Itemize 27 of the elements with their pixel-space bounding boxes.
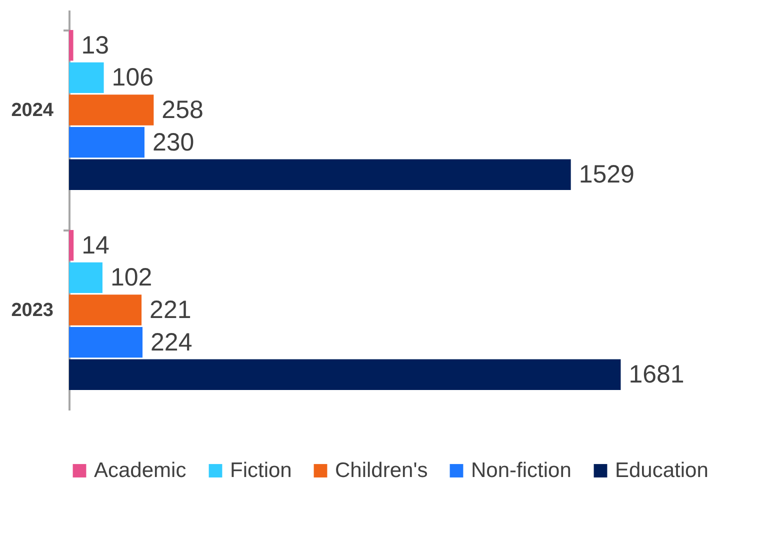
bar	[69, 62, 104, 94]
data-label: 230	[152, 128, 194, 156]
legend-label: Children's	[335, 458, 428, 482]
data-label: 224	[150, 328, 192, 356]
bar	[69, 230, 74, 261]
legend-label: Fiction	[230, 458, 292, 482]
legend-label: Education	[615, 458, 708, 482]
data-label: 106	[112, 64, 154, 92]
bar	[69, 262, 102, 294]
bar	[69, 359, 621, 390]
data-label: 14	[82, 231, 110, 260]
legend-label: Non-fiction	[471, 458, 572, 482]
data-label: 221	[150, 296, 192, 324]
bar	[69, 30, 74, 61]
legend-label: Academic	[94, 458, 186, 482]
y-tick-label: 2024	[11, 100, 54, 121]
bar	[69, 94, 154, 126]
y-tick-label: 2023	[11, 300, 54, 321]
data-label: 102	[110, 264, 152, 292]
data-label: 1529	[578, 160, 634, 189]
data-label: 1681	[628, 360, 684, 389]
bar	[69, 326, 143, 358]
bar	[69, 294, 142, 326]
bar	[69, 159, 571, 190]
bar	[69, 126, 144, 158]
data-label: 13	[81, 31, 110, 60]
data-label: 258	[162, 96, 204, 124]
